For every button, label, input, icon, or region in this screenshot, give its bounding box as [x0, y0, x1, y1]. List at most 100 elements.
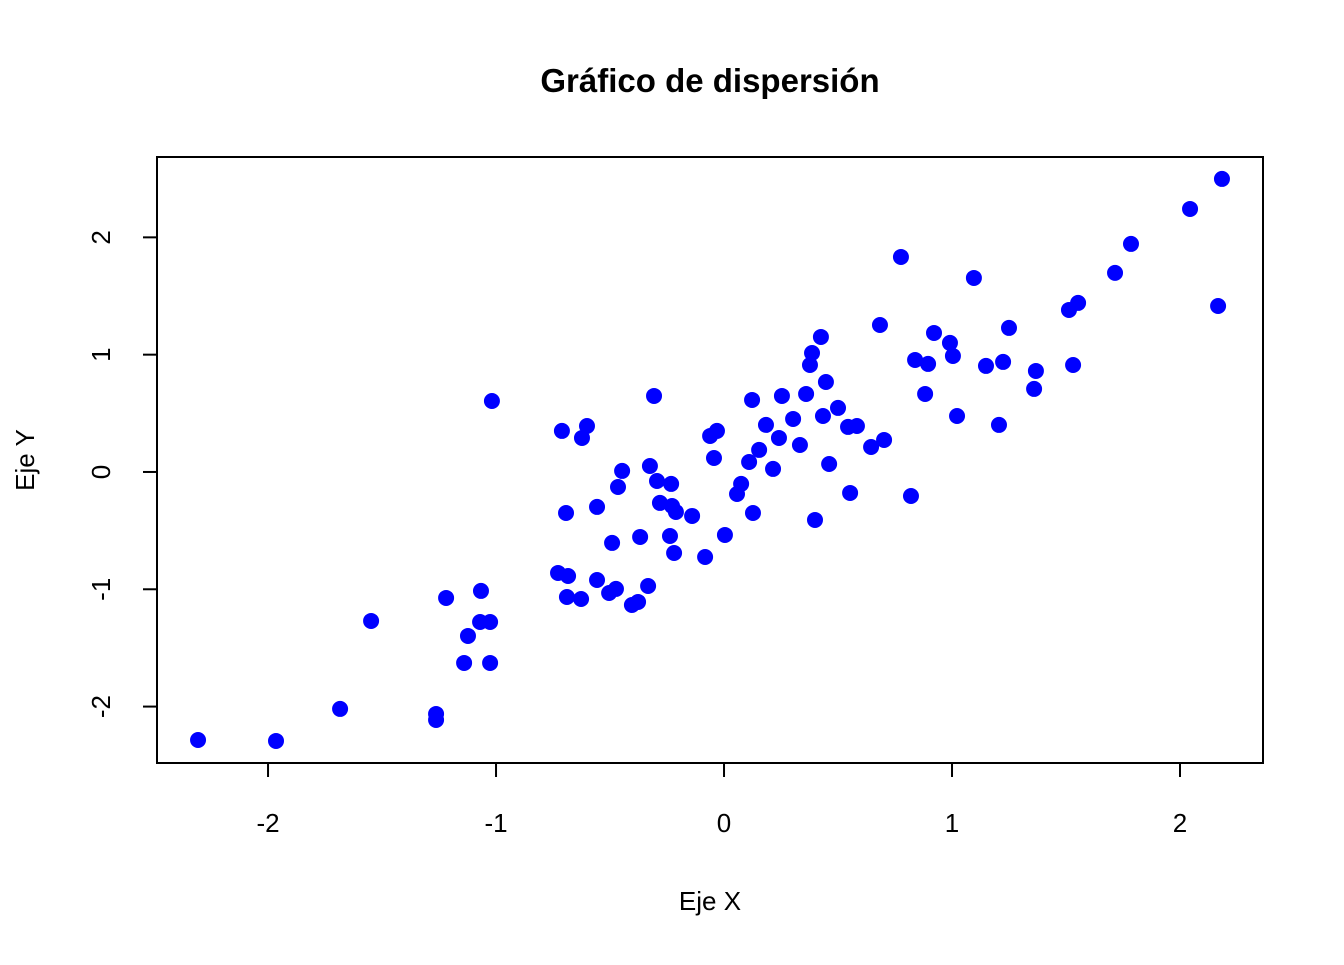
point — [801, 356, 818, 373]
point — [863, 438, 880, 455]
point — [632, 528, 649, 545]
point — [589, 498, 606, 515]
point — [965, 269, 982, 286]
point — [990, 416, 1007, 433]
point — [641, 457, 658, 474]
point — [589, 572, 606, 589]
point — [573, 591, 590, 608]
point — [332, 700, 349, 717]
point — [268, 732, 285, 749]
point — [578, 417, 595, 434]
x-tick-label: -2 — [256, 808, 279, 838]
point — [630, 593, 647, 610]
point — [684, 507, 701, 524]
point — [812, 328, 829, 345]
point — [907, 351, 924, 368]
point — [640, 577, 657, 594]
point — [1001, 319, 1018, 336]
y-tick-label: 0 — [86, 465, 116, 479]
point — [798, 385, 815, 402]
point — [560, 568, 577, 585]
point — [941, 334, 958, 351]
point — [920, 355, 937, 372]
point — [876, 431, 893, 448]
point — [842, 484, 859, 501]
point — [1213, 170, 1230, 187]
point — [757, 416, 774, 433]
point — [1107, 264, 1124, 281]
x-tick-label: -1 — [484, 808, 507, 838]
point — [892, 248, 909, 265]
point — [1122, 235, 1139, 252]
y-tick-label: -2 — [86, 695, 116, 718]
y-axis-label: Eje Y — [10, 429, 40, 491]
point — [553, 422, 570, 439]
point — [785, 410, 802, 427]
point — [977, 357, 994, 374]
point — [751, 441, 768, 458]
point — [666, 545, 683, 562]
x-tick-label: 0 — [717, 808, 731, 838]
point — [791, 436, 808, 453]
point — [363, 612, 380, 629]
y-tick-label: 1 — [86, 347, 116, 361]
point — [770, 429, 787, 446]
point — [651, 494, 668, 511]
point — [806, 511, 823, 528]
point — [558, 589, 575, 606]
point — [558, 505, 575, 522]
point — [716, 526, 733, 543]
point — [744, 391, 761, 408]
point — [1026, 380, 1043, 397]
point — [814, 408, 831, 425]
point — [1065, 356, 1082, 373]
y-tick-label: -1 — [86, 578, 116, 601]
point — [667, 503, 684, 520]
point — [607, 580, 624, 597]
point — [428, 711, 445, 728]
point — [604, 534, 621, 551]
point — [697, 549, 714, 566]
point — [646, 387, 663, 404]
point — [917, 385, 934, 402]
chart-title: Gráfico de dispersión — [540, 62, 879, 99]
x-axis-label: Eje X — [679, 886, 741, 916]
point — [1182, 200, 1199, 217]
point — [733, 475, 750, 492]
point — [438, 589, 455, 606]
point — [995, 353, 1012, 370]
point — [848, 417, 865, 434]
point — [773, 387, 790, 404]
point — [830, 399, 847, 416]
point — [472, 582, 489, 599]
point — [821, 455, 838, 472]
point — [744, 505, 761, 522]
point — [610, 478, 627, 495]
point — [614, 462, 631, 479]
point — [741, 453, 758, 470]
point — [871, 316, 888, 333]
point — [817, 373, 834, 390]
point — [661, 528, 678, 545]
point — [1070, 294, 1087, 311]
x-tick-label: 1 — [945, 808, 959, 838]
x-tick-label: 2 — [1173, 808, 1187, 838]
point — [482, 613, 499, 630]
point — [765, 460, 782, 477]
point — [482, 654, 499, 671]
point — [456, 654, 473, 671]
point — [804, 345, 821, 362]
point — [483, 392, 500, 409]
point — [573, 429, 590, 446]
point — [1027, 362, 1044, 379]
point — [926, 324, 943, 341]
point — [902, 488, 919, 505]
point — [663, 475, 680, 492]
point — [705, 450, 722, 467]
point — [949, 408, 966, 425]
point — [944, 347, 961, 364]
point — [459, 627, 476, 644]
point — [648, 472, 665, 489]
point — [190, 732, 207, 749]
